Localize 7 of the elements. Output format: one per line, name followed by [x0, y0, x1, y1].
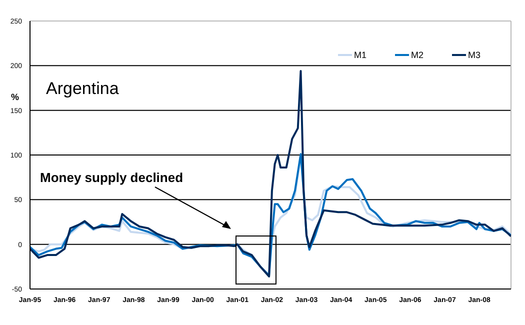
legend-label: M3: [468, 50, 481, 60]
line-series: [30, 70, 511, 278]
annotation: Money supply declined: [40, 170, 184, 185]
text: Argentina: [46, 79, 120, 98]
y-axis-title: %: [11, 92, 20, 102]
legend-label: M2: [411, 50, 424, 60]
legend-label: M1: [354, 50, 367, 60]
